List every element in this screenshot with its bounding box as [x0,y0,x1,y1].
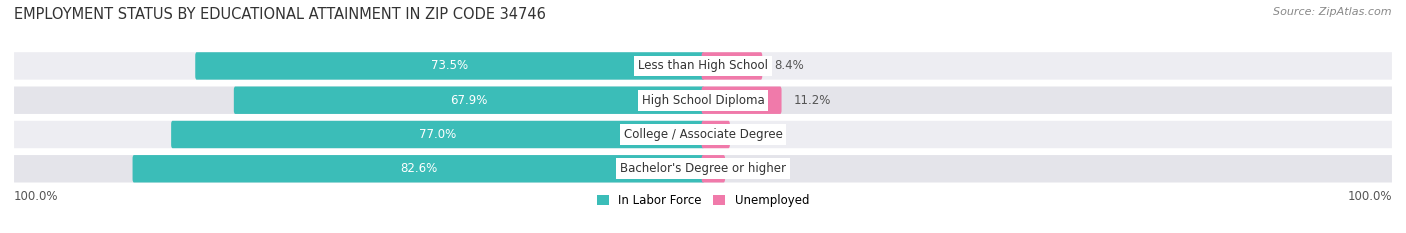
FancyBboxPatch shape [14,155,1392,182]
Text: EMPLOYMENT STATUS BY EDUCATIONAL ATTAINMENT IN ZIP CODE 34746: EMPLOYMENT STATUS BY EDUCATIONAL ATTAINM… [14,7,546,22]
Text: Source: ZipAtlas.com: Source: ZipAtlas.com [1274,7,1392,17]
FancyBboxPatch shape [702,86,782,114]
Legend: In Labor Force, Unemployed: In Labor Force, Unemployed [592,190,814,212]
Text: 100.0%: 100.0% [1347,190,1392,203]
Text: 73.5%: 73.5% [432,59,468,72]
FancyBboxPatch shape [14,86,1392,114]
Text: High School Diploma: High School Diploma [641,94,765,107]
FancyBboxPatch shape [702,52,762,80]
Text: 100.0%: 100.0% [14,190,59,203]
Text: 3.0%: 3.0% [738,162,768,175]
Text: 11.2%: 11.2% [794,94,831,107]
Text: 3.7%: 3.7% [742,128,772,141]
Text: College / Associate Degree: College / Associate Degree [624,128,782,141]
FancyBboxPatch shape [14,52,1392,80]
Text: 8.4%: 8.4% [775,59,804,72]
FancyBboxPatch shape [195,52,704,80]
FancyBboxPatch shape [132,155,704,182]
FancyBboxPatch shape [14,121,1392,148]
FancyBboxPatch shape [172,121,704,148]
FancyBboxPatch shape [233,86,704,114]
Text: Less than High School: Less than High School [638,59,768,72]
Text: Bachelor's Degree or higher: Bachelor's Degree or higher [620,162,786,175]
FancyBboxPatch shape [702,155,725,182]
Text: 77.0%: 77.0% [419,128,457,141]
FancyBboxPatch shape [702,121,730,148]
Text: 67.9%: 67.9% [450,94,488,107]
Text: 82.6%: 82.6% [399,162,437,175]
